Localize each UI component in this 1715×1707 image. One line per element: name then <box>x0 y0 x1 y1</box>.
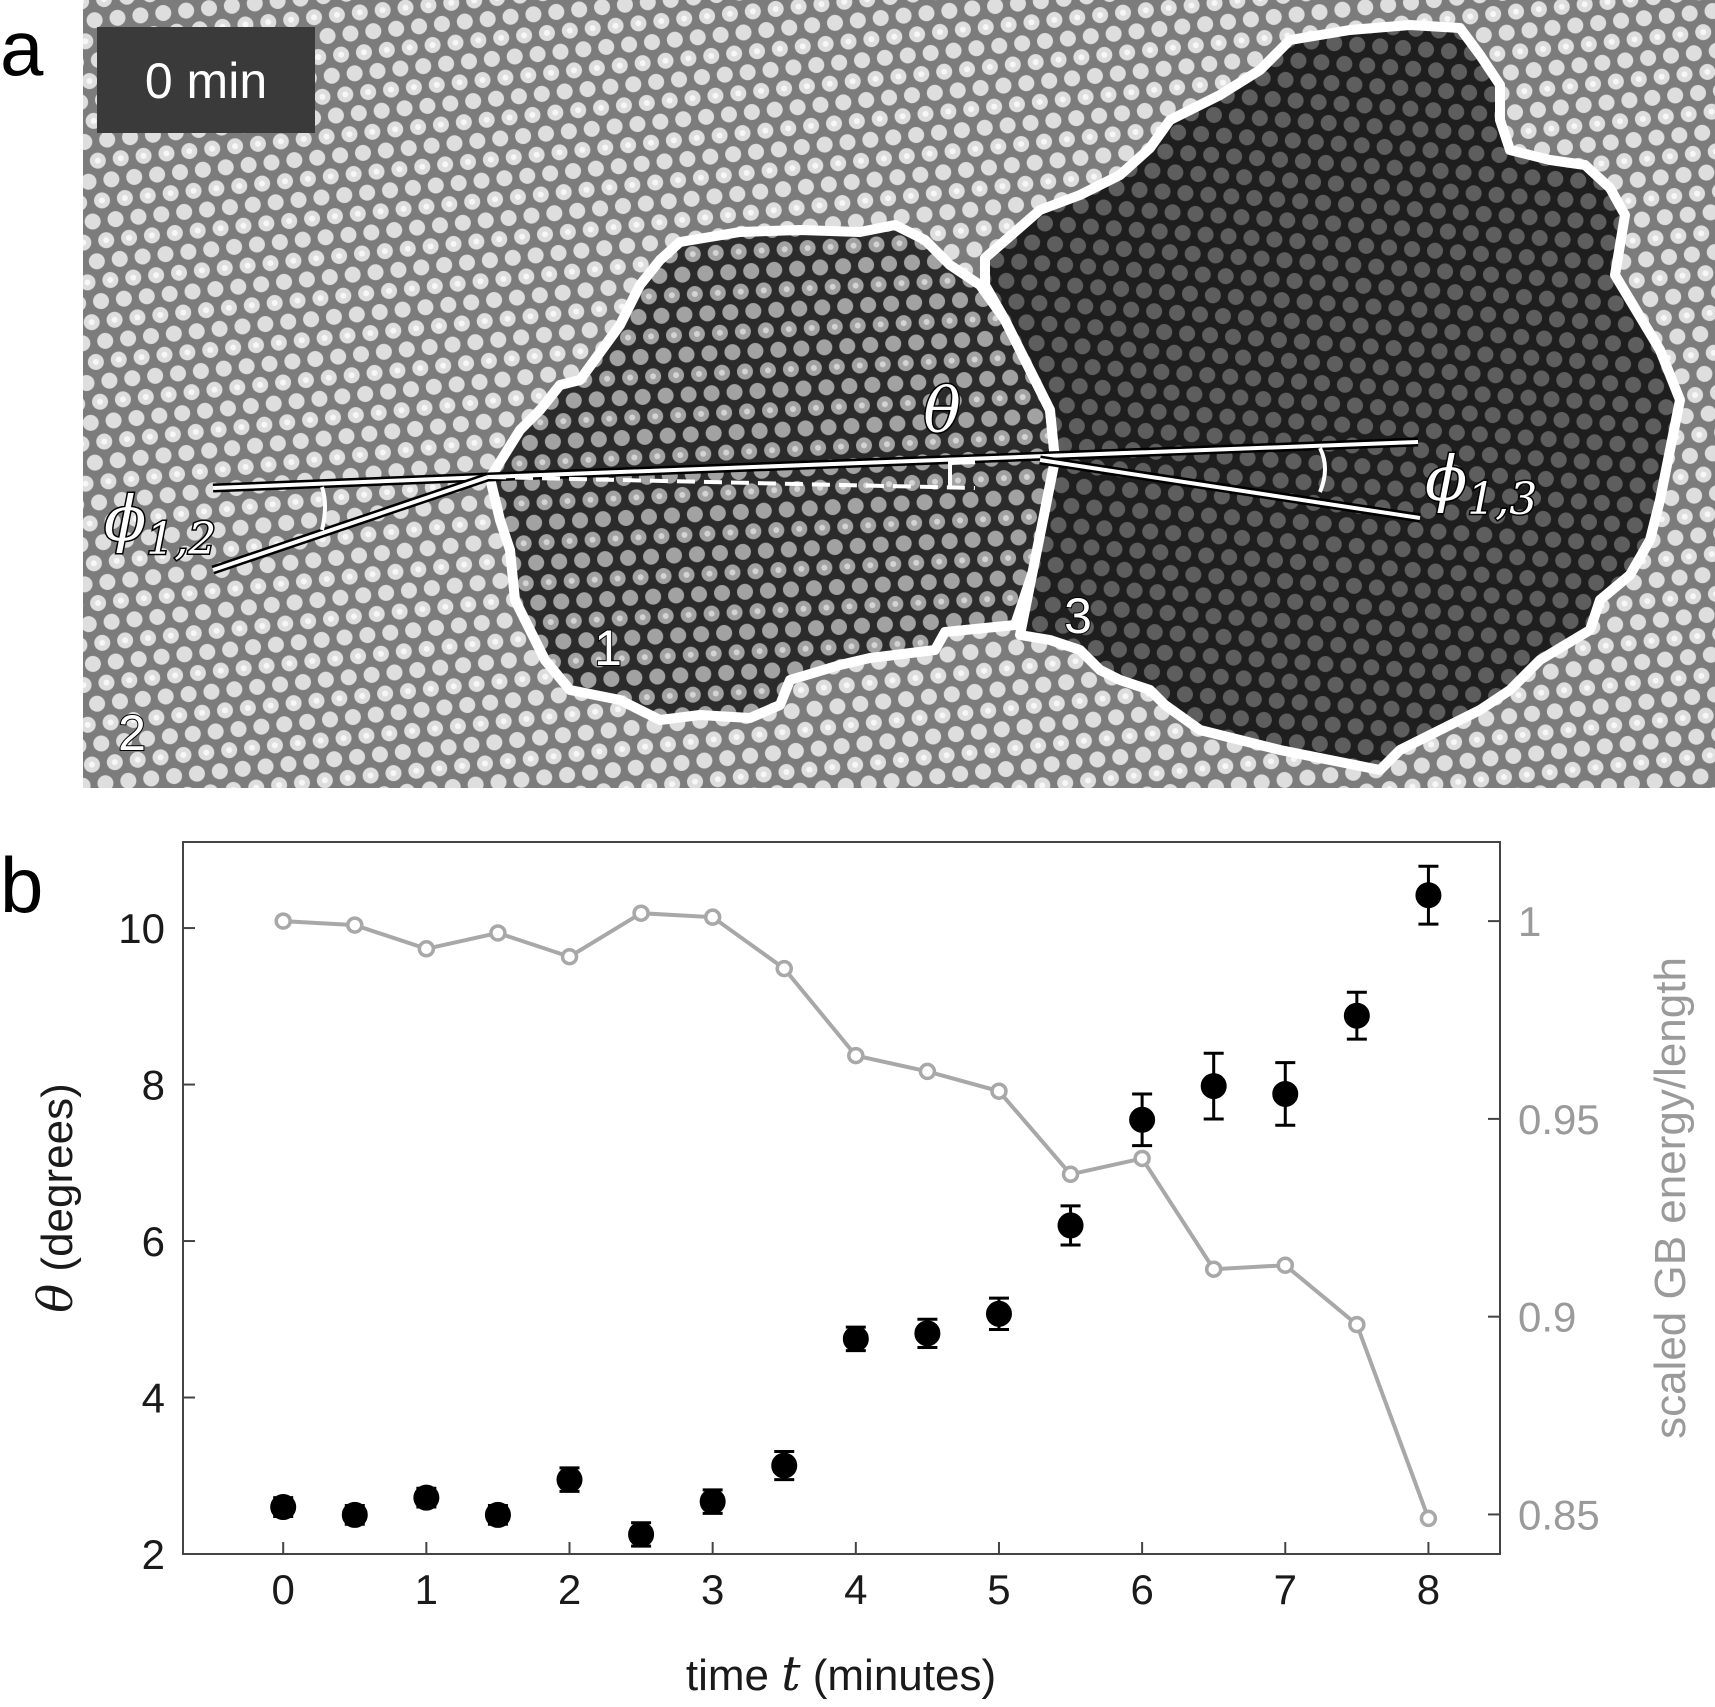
energy-point <box>632 904 650 922</box>
panel-b-letter: b <box>0 841 43 929</box>
y2-tick-label: 0.9 <box>1518 1294 1576 1341</box>
energy-point <box>1419 1509 1438 1528</box>
panel-a-letter: a <box>0 4 44 92</box>
y-tick-label: 6 <box>142 1218 165 1265</box>
x-axis-label: time t (minutes) <box>686 1646 996 1702</box>
y2-tick-label: 0.95 <box>1518 1096 1600 1143</box>
energy-point <box>1348 1315 1366 1334</box>
theta-point <box>1129 1106 1156 1133</box>
energy-point <box>489 924 507 942</box>
theta-point <box>771 1452 798 1479</box>
y2-tick-label: 0.85 <box>1518 1491 1600 1538</box>
y-axis-left: 2 4 6 8 10 <box>118 905 195 1578</box>
theta-point <box>1057 1212 1084 1239</box>
y-tick-label: 4 <box>142 1375 165 1422</box>
angle-construction <box>211 437 1421 575</box>
y-tick-label: 2 <box>142 1531 165 1578</box>
x-tick-label: 1 <box>415 1566 438 1613</box>
x-tick-label: 2 <box>558 1566 581 1613</box>
x-axis: 0 1 2 3 4 5 6 7 8 <box>272 1542 1440 1613</box>
theta-point <box>341 1501 368 1528</box>
y-axis-right: 0.85 0.9 0.95 1 <box>1488 898 1600 1538</box>
theta-point <box>985 1300 1012 1327</box>
y2-axis-label: scaled GB energy/length <box>1646 957 1695 1439</box>
energy-point <box>274 912 292 930</box>
plot-frame <box>182 841 1501 1555</box>
energy-series <box>274 904 1438 1528</box>
x-tick-label: 6 <box>1130 1566 1153 1613</box>
theta-point <box>914 1320 941 1347</box>
energy-line <box>283 911 1431 1520</box>
grain-label-2: 2 <box>118 705 146 761</box>
theta-point <box>556 1466 583 1493</box>
theta-point <box>699 1488 726 1515</box>
energy-point <box>417 940 436 958</box>
theta-point <box>1343 1002 1370 1029</box>
grain-3-region <box>980 20 1685 775</box>
time-stamp-box <box>97 27 315 133</box>
x-tick-label: 0 <box>272 1566 295 1613</box>
energy-point <box>1061 1165 1080 1184</box>
y-tick-label: 8 <box>142 1062 165 1109</box>
grain-label-3: 3 <box>1064 588 1092 644</box>
theta-point <box>270 1494 297 1521</box>
energy-point <box>918 1062 937 1081</box>
y-tick-label: 10 <box>118 905 165 952</box>
x-tick-label: 8 <box>1417 1566 1440 1613</box>
energy-point <box>1204 1260 1223 1278</box>
x-tick-label: 7 <box>1274 1566 1297 1613</box>
grain-label-1: 1 <box>594 620 622 676</box>
theta-point <box>1272 1080 1299 1107</box>
energy-point <box>1133 1149 1151 1168</box>
energy-point <box>1276 1256 1295 1274</box>
theta-point <box>1415 882 1442 909</box>
theta-label: θ <box>923 374 960 447</box>
theta-point <box>413 1484 440 1511</box>
theta-series <box>270 864 1442 1548</box>
theta-point <box>1200 1073 1227 1100</box>
energy-point <box>703 908 722 926</box>
energy-point <box>775 959 793 978</box>
phi12-label: ϕ1,2 <box>104 482 216 565</box>
micrograph: 0 min 1 2 3 θ ϕ1,2 ϕ1,3 <box>83 0 1715 788</box>
energy-point <box>346 916 364 934</box>
time-stamp: 0 min <box>145 53 267 109</box>
x-tick-label: 3 <box>701 1566 724 1613</box>
x-tick-label: 4 <box>844 1566 867 1613</box>
x-tick-label: 5 <box>987 1566 1010 1613</box>
phi13-label: ϕ1,3 <box>1425 442 1537 525</box>
energy-point <box>560 947 579 966</box>
chart-b: 0 1 2 3 4 5 6 7 8 2 4 6 8 10 0.85 0.9 0.95 1 time t (mi… <box>28 841 1695 1702</box>
y-axis-label: θ (degrees) <box>28 1083 84 1312</box>
theta-point <box>628 1521 655 1548</box>
theta-point <box>842 1325 869 1352</box>
theta-point <box>484 1501 511 1528</box>
energy-point <box>990 1082 1008 1100</box>
energy-point <box>847 1046 865 1065</box>
y2-tick-label: 1 <box>1518 898 1541 945</box>
